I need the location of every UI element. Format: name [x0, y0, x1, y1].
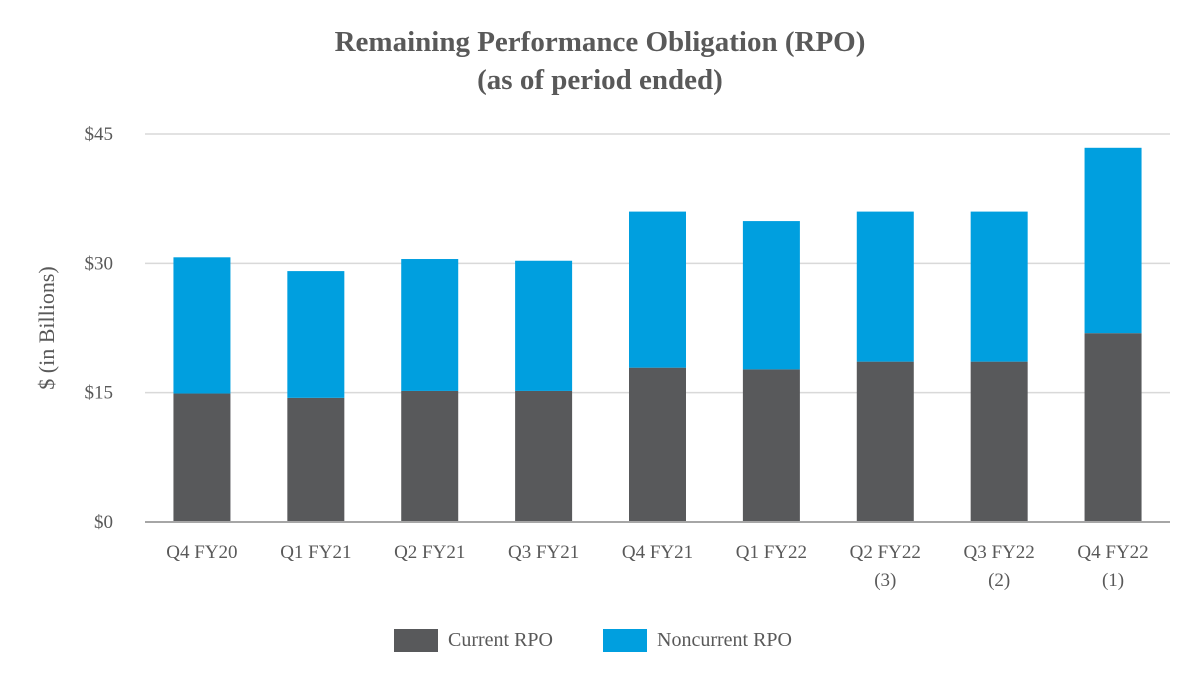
legend-item-current-rpo: Current RPO: [394, 629, 553, 652]
bar-current-rpo: [856, 361, 914, 522]
x-tick-label: Q1 FY21: [280, 542, 351, 563]
chart-legend: Current RPO Noncurrent RPO: [0, 629, 1200, 657]
x-tick-label: Q4 FY22: [1077, 542, 1148, 563]
x-tick-label: (2): [988, 570, 1010, 591]
bar-noncurrent-rpo: [287, 271, 345, 398]
x-tick-label: Q4 FY21: [622, 542, 693, 563]
bar-noncurrent-rpo: [515, 260, 573, 391]
x-tick-label: Q4 FY20: [166, 542, 237, 563]
y-tick-label: $45: [85, 124, 114, 145]
bar-current-rpo: [287, 397, 345, 522]
bar-current-rpo: [515, 390, 573, 522]
chart-subtitle: (as of period ended): [477, 64, 723, 96]
bar-current-rpo: [970, 361, 1028, 522]
x-tick-label: (3): [874, 570, 896, 591]
legend-label-noncurrent-rpo: Noncurrent RPO: [657, 629, 792, 651]
bar-current-rpo: [1084, 333, 1142, 522]
y-tick-label: $0: [94, 512, 113, 533]
x-tick-label: Q2 FY22: [850, 542, 921, 563]
bar-noncurrent-rpo: [856, 211, 914, 362]
bar-noncurrent-rpo: [629, 211, 686, 368]
chart-title: Remaining Performance Obligation (RPO): [334, 26, 866, 58]
bar-noncurrent-rpo: [173, 257, 231, 394]
bar-current-rpo: [173, 393, 231, 522]
bar-current-rpo: [401, 390, 459, 522]
bar-current-rpo: [742, 369, 800, 522]
x-tick-label: Q3 FY22: [964, 542, 1035, 563]
bar-noncurrent-rpo: [401, 259, 459, 391]
y-axis-label: $ (in Billions): [34, 266, 59, 389]
bar-current-rpo: [629, 367, 686, 522]
x-tick-label: Q1 FY22: [736, 542, 807, 563]
legend-swatch-current-rpo: [394, 629, 438, 652]
legend-label-current-rpo: Current RPO: [448, 629, 553, 651]
bar-noncurrent-rpo: [742, 221, 800, 370]
legend-item-noncurrent-rpo: Noncurrent RPO: [603, 629, 792, 652]
y-tick-label: $30: [85, 253, 114, 274]
y-tick-label: $15: [85, 383, 114, 404]
x-tick-label: (1): [1102, 570, 1124, 591]
bar-noncurrent-rpo: [1084, 147, 1142, 334]
x-tick-label: Q3 FY21: [508, 542, 579, 563]
bar-noncurrent-rpo: [970, 211, 1028, 362]
x-tick-label: Q2 FY21: [394, 542, 465, 563]
legend-swatch-noncurrent-rpo: [603, 629, 647, 652]
